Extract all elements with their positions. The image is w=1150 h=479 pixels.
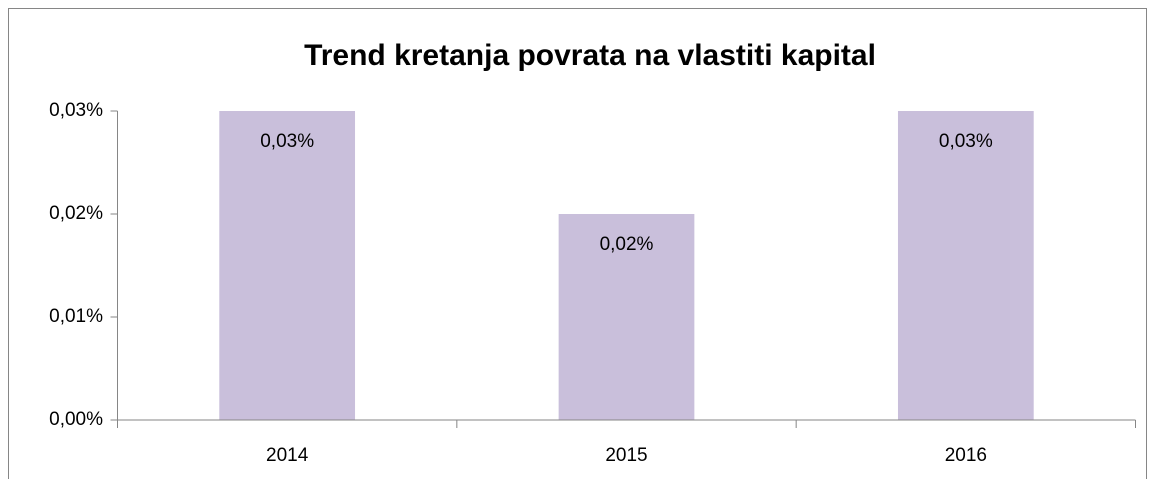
data-label: 0,03% (939, 131, 993, 152)
chart-title: Trend kretanja povrata na vlastiti kapit… (304, 39, 876, 72)
y-tick-label: 0,00% (49, 409, 103, 430)
bar (558, 214, 695, 420)
x-tick-label: 2016 (945, 445, 987, 466)
bar (897, 111, 1034, 420)
y-tick-label: 0,02% (49, 203, 103, 224)
data-label: 0,03% (260, 131, 314, 152)
x-tick-label: 2014 (266, 445, 309, 466)
y-tick-label: 0,03% (49, 100, 103, 121)
data-label: 0,02% (600, 234, 654, 255)
chart-frame (8, 8, 1147, 479)
bar (219, 111, 356, 420)
y-tick-label: 0,01% (49, 306, 103, 327)
x-tick-label: 2015 (605, 445, 647, 466)
